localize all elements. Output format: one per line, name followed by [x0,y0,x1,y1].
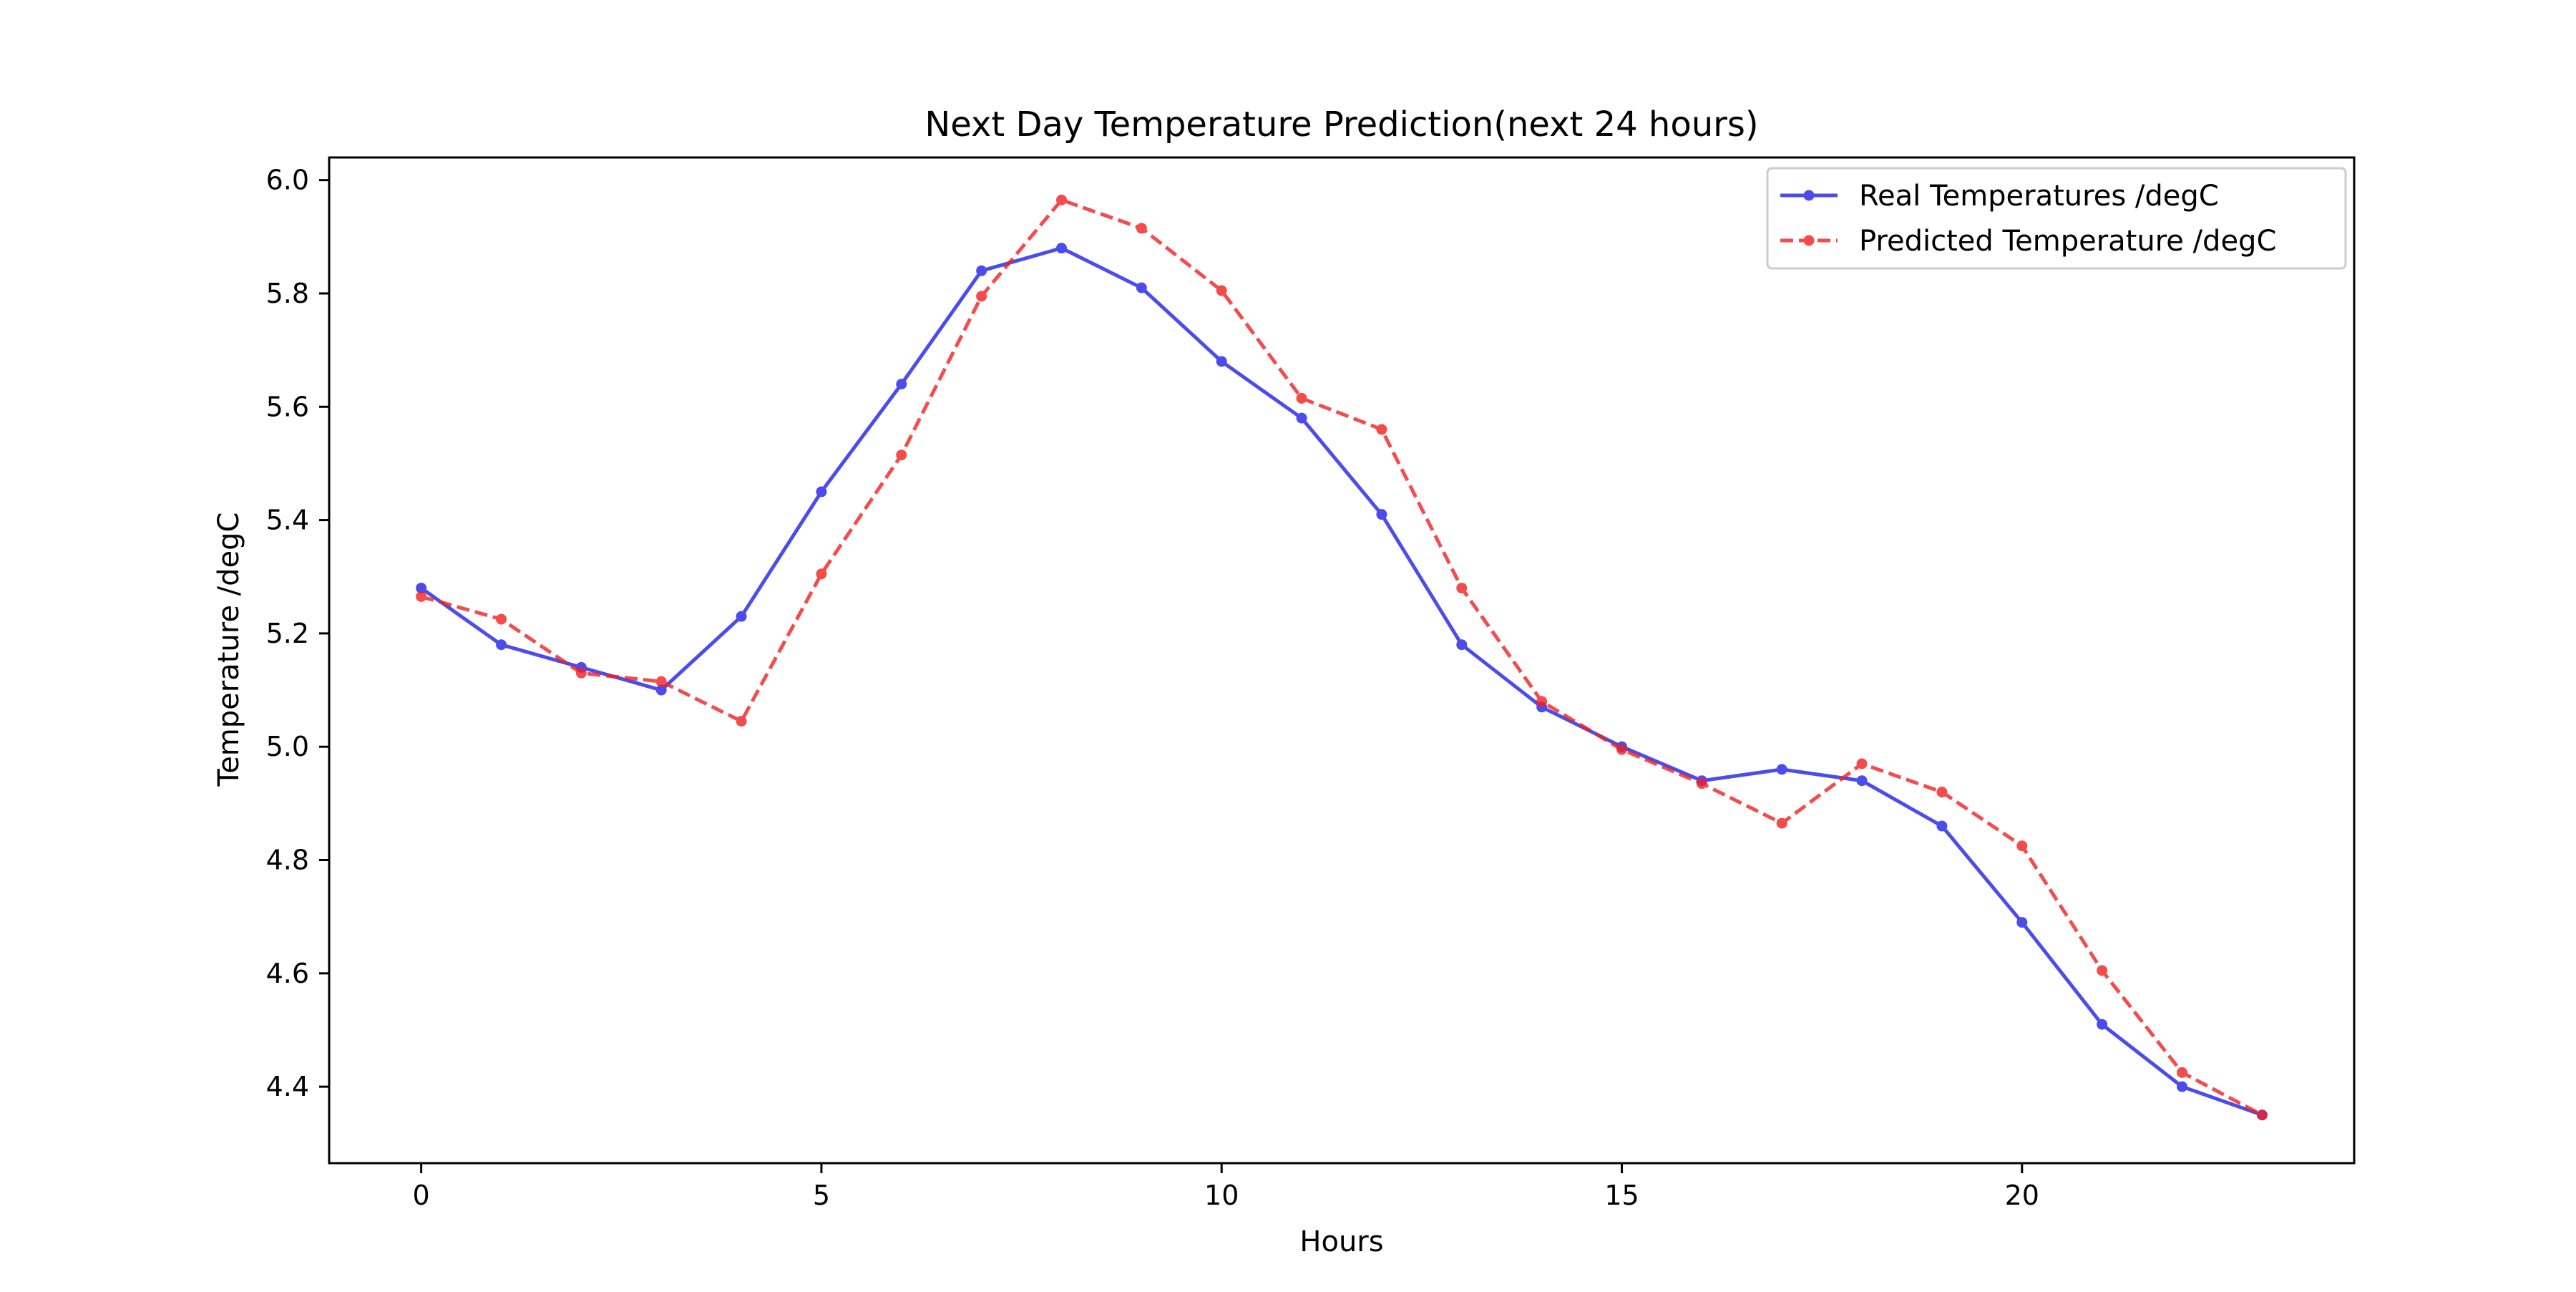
data-point [1055,243,1067,254]
data-point [2177,1081,2188,1092]
data-point [976,265,987,276]
data-point [1376,424,1387,435]
data-point [1616,744,1628,755]
legend-marker [1803,190,1815,201]
x-axis: 0 5 10 15 20 [413,1163,2039,1211]
y-axis-label: Temperature /degC [213,513,245,787]
data-point [655,676,667,687]
data-point [2097,965,2108,976]
legend-box [1766,167,2347,270]
series-line [420,198,2263,1117]
data-point [1296,412,1307,424]
data-point [1856,758,1868,769]
data-point [2097,1019,2108,1030]
data-point [2016,840,2028,852]
data-point [1376,509,1387,520]
data-point [1776,764,1787,775]
x-axis-label: Hours [1299,1225,1383,1258]
data-point [1696,778,1707,790]
data-point [495,639,507,651]
series-line [420,246,2263,1117]
data-point [1936,820,1948,832]
data-point [1456,639,1468,651]
legend-item [1780,235,1838,246]
legend-label: Real Temperatures /degC [1859,180,2219,213]
data-point [655,684,667,696]
data-point [1776,817,1787,829]
data-point [1055,194,1067,205]
data-point [2177,1067,2188,1078]
y-tick-label: 4.8 [266,845,309,876]
data-point [2256,1109,2268,1121]
data-point [736,716,747,727]
x-tick-label: 0 [413,1180,430,1211]
data-point [1936,787,1948,798]
y-tick-label: 5.0 [266,731,309,762]
legend-marker [1803,235,1815,246]
data-point [1856,775,1868,787]
data-point [1296,392,1307,404]
series-1 [416,243,2268,1121]
data-point [816,486,827,497]
data-point [1216,285,1227,296]
data-point [1136,282,1147,293]
legend-label: Predicted Temperature /degC [1859,225,2276,258]
data-point [1136,223,1147,234]
y-tick-label: 5.8 [266,278,309,309]
y-tick-label: 6.0 [266,165,309,196]
data-point [896,379,907,390]
y-tick-label: 5.2 [266,618,309,649]
axes-frame [328,156,2356,1165]
data-point [575,667,587,679]
data-point [495,613,507,625]
data-point [816,568,827,580]
y-tick-label: 4.6 [266,958,309,989]
x-tick-label: 15 [1604,1180,1639,1211]
data-point [896,450,907,461]
y-tick-label: 4.4 [266,1071,309,1102]
x-tick-label: 5 [813,1180,830,1211]
data-point [1456,583,1468,594]
data-point [2016,917,2028,928]
y-tick-label: 5.6 [266,391,309,422]
y-axis: 4.4 4.6 4.8 5.0 5.2 5.4 5.6 5.8 6.0 [266,165,329,1102]
data-point [976,291,987,302]
plot-area [416,194,2268,1121]
data-point [416,583,427,594]
legend-item [1780,190,1838,201]
chart-title: Next Day Temperature Prediction(next 24 … [924,105,1758,145]
legend: Real Temperatures /degC Predicted Tempera… [1766,167,2347,270]
data-point [736,611,747,622]
data-point [1536,696,1548,707]
y-tick-label: 5.4 [266,505,309,536]
data-point [1216,356,1227,367]
x-tick-label: 20 [2005,1180,2039,1211]
series-2 [416,194,2268,1121]
data-point [416,591,427,602]
x-tick-label: 10 [1204,1180,1239,1211]
